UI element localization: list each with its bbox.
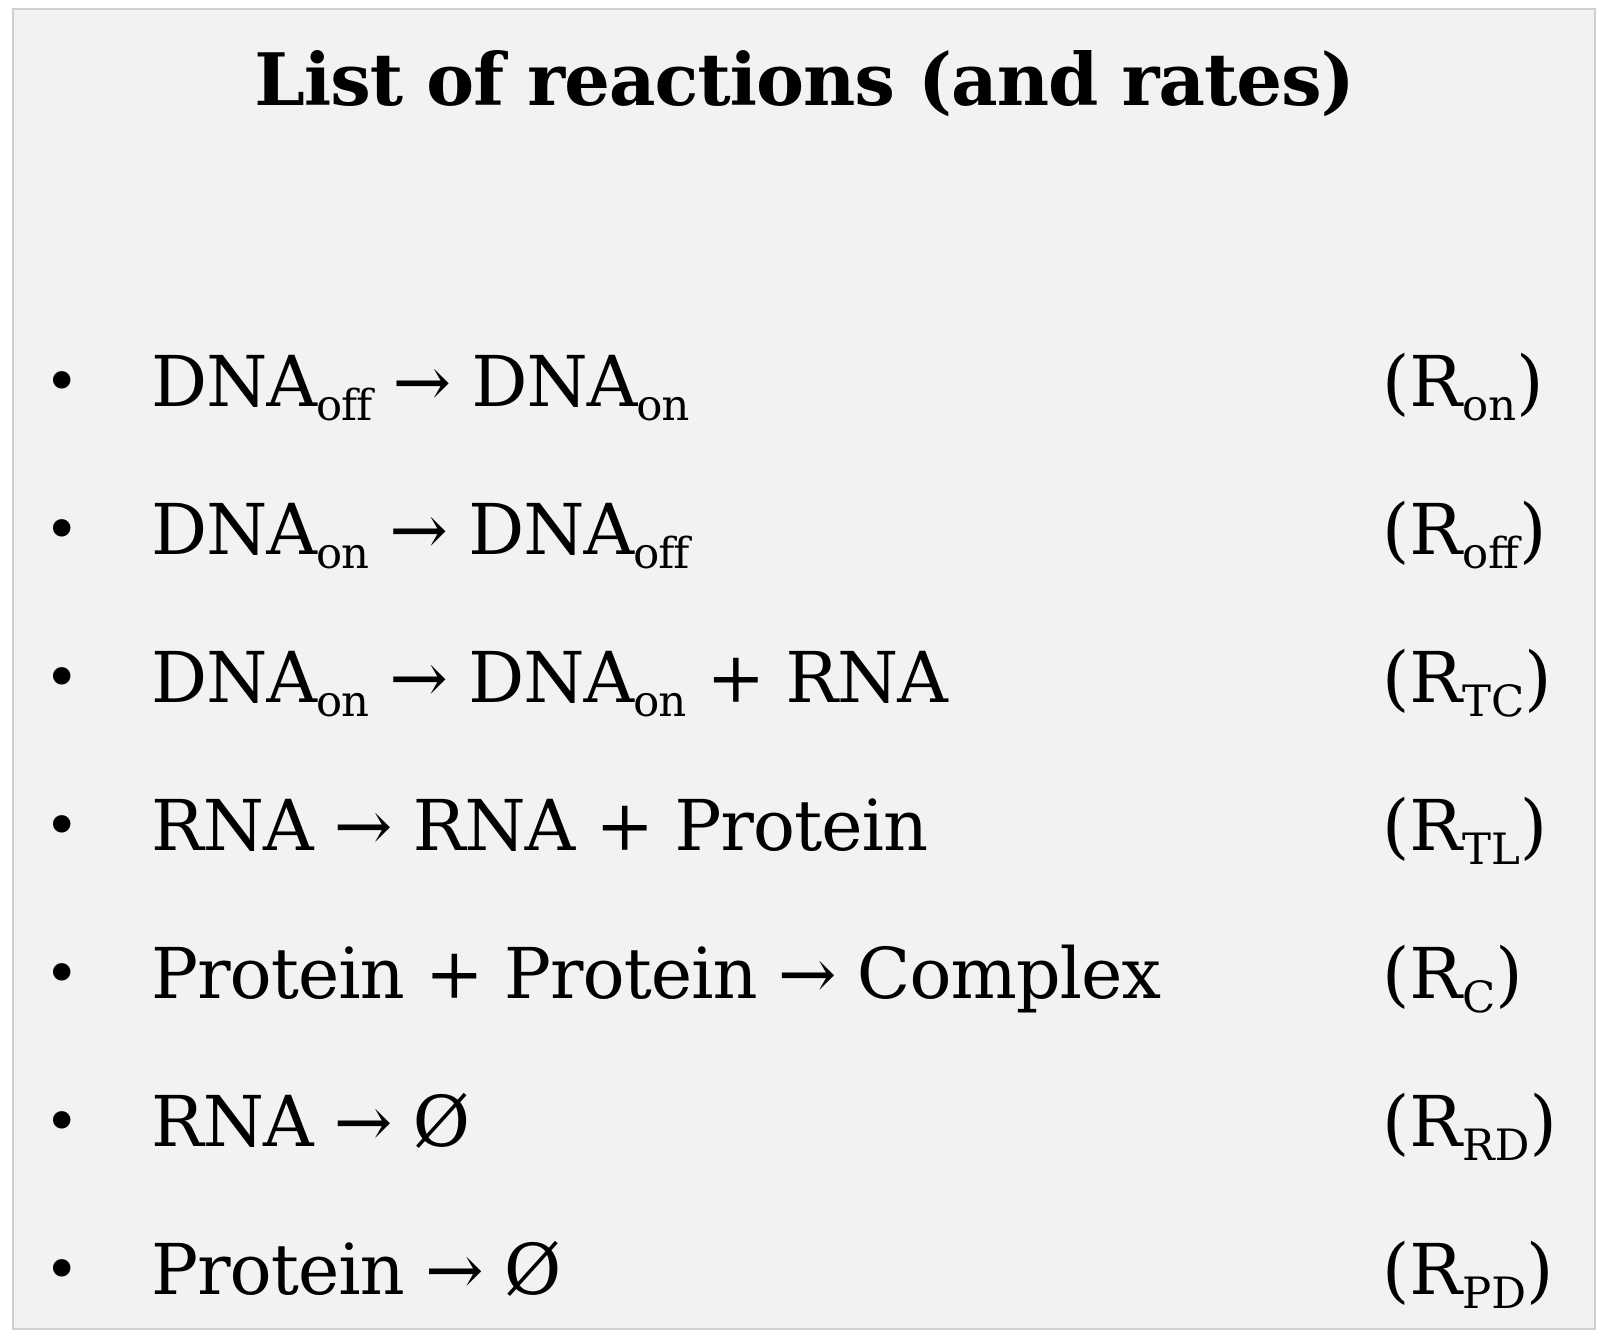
bullet-icon: •: [44, 1087, 80, 1157]
subscript: off: [633, 528, 689, 579]
bullet-icon: •: [44, 495, 80, 565]
equation-text: DNA: [151, 637, 317, 719]
equation-text: ): [1519, 785, 1548, 867]
reactions-panel: List of reactions (and rates) • DNAoff → …: [12, 8, 1596, 1330]
equation-text: → DNA: [368, 489, 634, 571]
panel-title: List of reactions (and rates): [254, 37, 1354, 122]
reaction-equation: DNAon → DNAoff: [151, 456, 689, 604]
equation-text: ): [1495, 933, 1523, 1015]
reaction-rate: (RRD): [1382, 1048, 1557, 1196]
reaction-item: • RNA → Ø (RRD): [14, 1048, 1594, 1196]
bullet-icon: •: [44, 643, 80, 713]
reaction-item: • DNAon → DNAon + RNA (RTC): [14, 604, 1594, 752]
equation-text: (R: [1382, 1229, 1463, 1311]
equation-text: (R: [1382, 489, 1463, 571]
reaction-rate: (Roff): [1382, 456, 1546, 604]
equation-text: (R: [1382, 785, 1463, 867]
reaction-item: • DNAon → DNAoff (Roff): [14, 456, 1594, 604]
reaction-item: • Protein → Ø (RPD): [14, 1196, 1594, 1344]
subscript: on: [636, 380, 689, 431]
equation-text: ): [1518, 489, 1547, 571]
bullet-icon: •: [44, 939, 80, 1009]
equation-text: (R: [1382, 933, 1463, 1015]
subscript: on: [315, 676, 369, 727]
subscript: on: [315, 528, 369, 579]
subscript: TC: [1462, 676, 1525, 727]
equation-text: DNA: [151, 341, 317, 423]
equation-text: → DNA: [368, 637, 634, 719]
equation-text: (R: [1382, 1081, 1463, 1163]
equation-text: (R: [1382, 637, 1463, 719]
reaction-equation: RNA → RNA + Protein: [151, 752, 928, 900]
equation-text: RNA → RNA + Protein: [151, 785, 928, 867]
subscript: off: [315, 380, 372, 431]
subscript: on: [633, 676, 686, 727]
reaction-equation: RNA → Ø: [151, 1048, 470, 1196]
equation-text: ): [1524, 637, 1552, 719]
equation-text: → DNA: [371, 341, 637, 423]
equation-text: RNA → Ø: [151, 1081, 470, 1163]
reaction-equation: DNAoff → DNAon: [151, 308, 689, 456]
reaction-rate: (RTC): [1382, 604, 1551, 752]
reaction-rate: (Ron): [1382, 308, 1543, 456]
reaction-item: • RNA → RNA + Protein (RTL): [14, 752, 1594, 900]
bullet-icon: •: [44, 347, 80, 417]
equation-text: ): [1516, 341, 1544, 423]
reaction-item: • Protein + Protein → Complex (RC): [14, 900, 1594, 1048]
equation-text: Protein → Ø: [151, 1229, 561, 1311]
equation-text: (R: [1382, 341, 1463, 423]
bullet-icon: •: [44, 1235, 80, 1305]
subscript: PD: [1462, 1268, 1526, 1319]
reaction-equation: Protein → Ø: [151, 1196, 561, 1344]
reaction-item: • DNAoff → DNAon (Ron): [14, 308, 1594, 456]
subscript: C: [1462, 972, 1496, 1023]
equation-text: ): [1529, 1081, 1557, 1163]
reaction-rate: (RTL): [1382, 752, 1547, 900]
subscript: off: [1462, 528, 1519, 579]
equation-text: Protein + Protein → Complex: [151, 933, 1161, 1015]
reaction-rate: (RPD): [1382, 1196, 1553, 1344]
reaction-equation: DNAon → DNAon + RNA: [151, 604, 948, 752]
subscript: TL: [1462, 824, 1520, 875]
equation-text: DNA: [151, 489, 317, 571]
subscript: RD: [1462, 1120, 1530, 1171]
reaction-rate: (RC): [1382, 900, 1523, 1048]
subscript: on: [1462, 380, 1517, 431]
equation-text: ): [1526, 1229, 1554, 1311]
equation-text: + RNA: [685, 637, 947, 719]
bullet-icon: •: [44, 791, 80, 861]
reaction-list: • DNAoff → DNAon (Ron) • DNAon → DNAoff (Roff…: [14, 308, 1594, 1344]
reaction-equation: Protein + Protein → Complex: [151, 900, 1161, 1048]
